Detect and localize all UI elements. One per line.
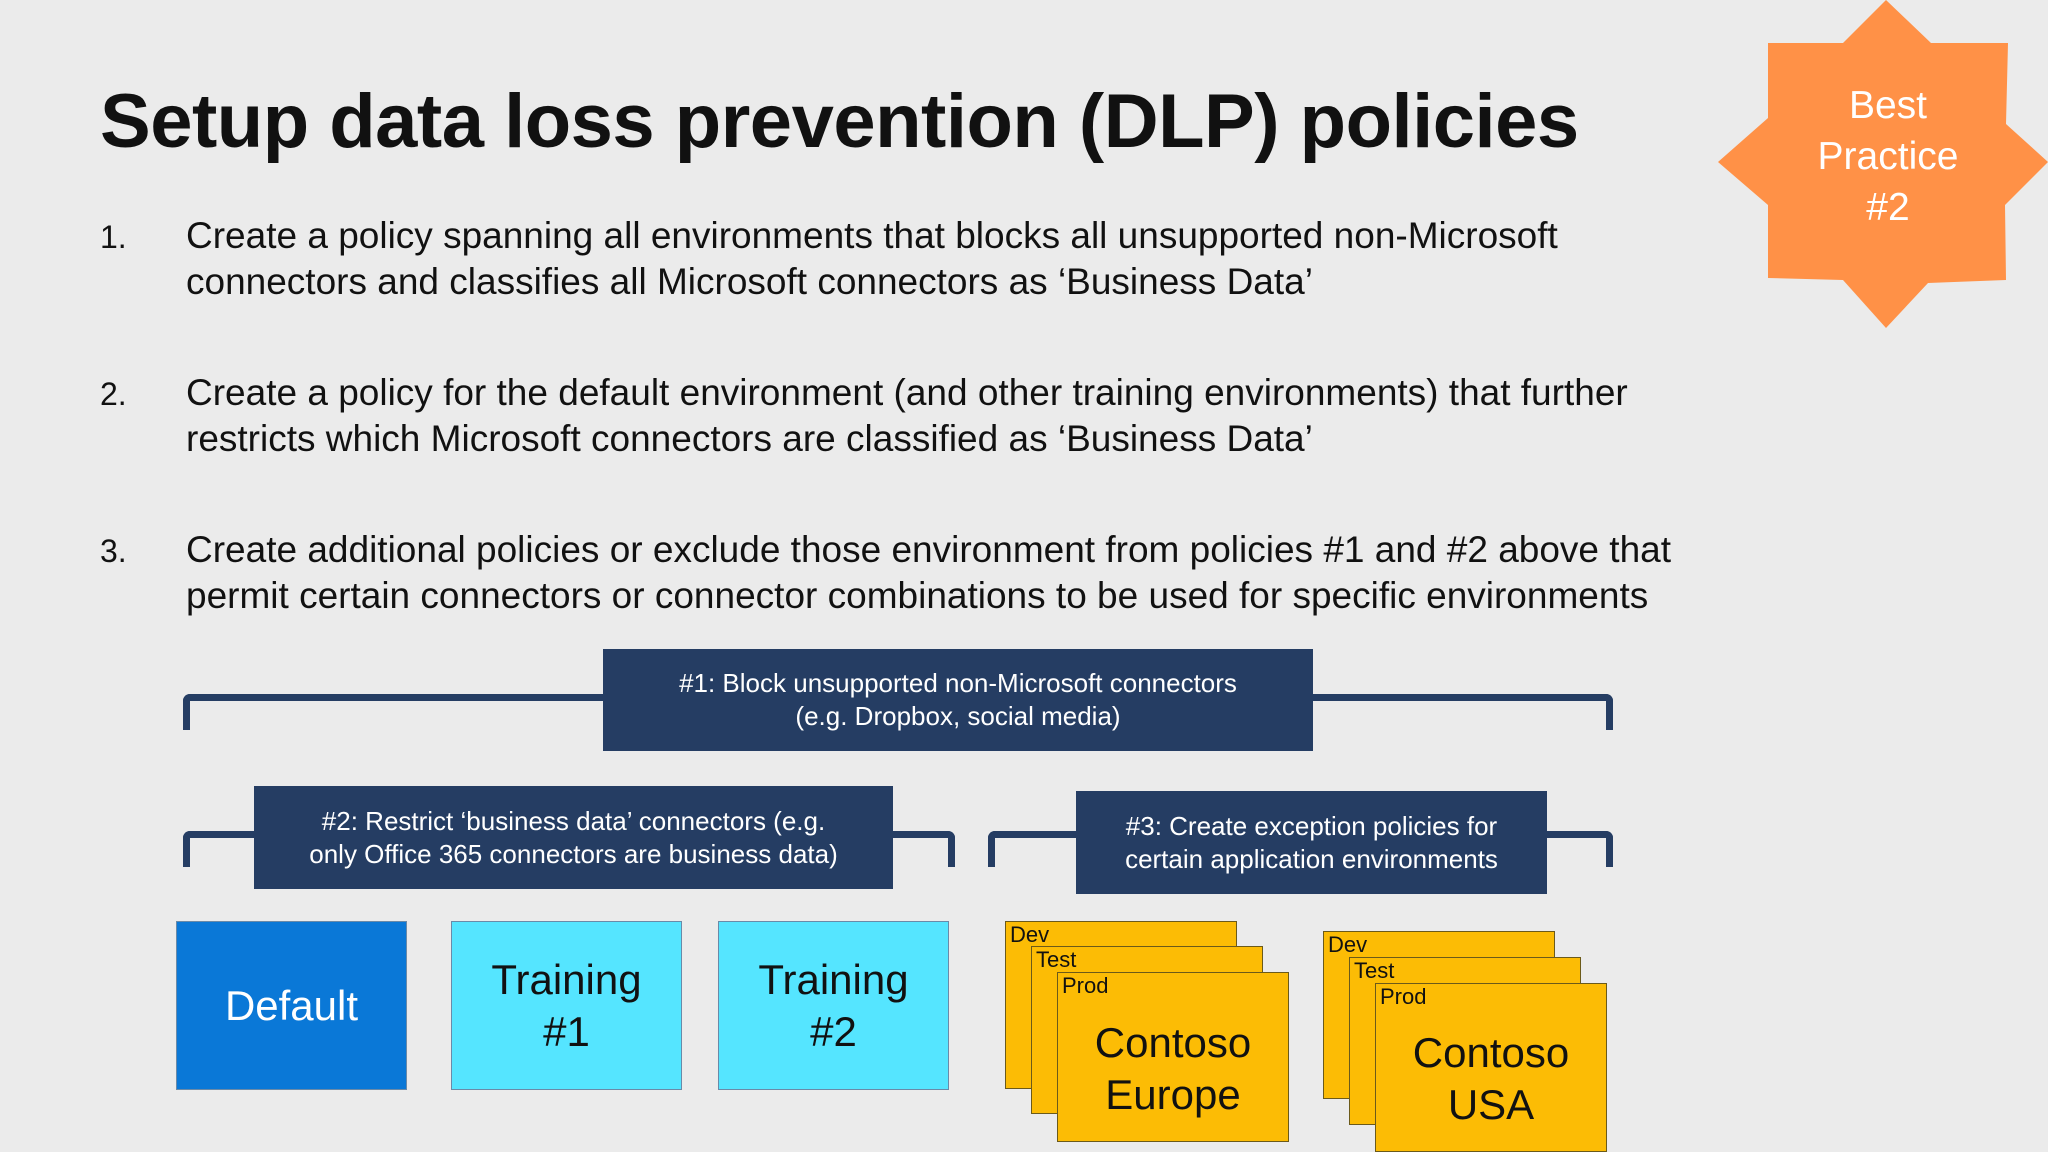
policy-1-box: #1: Block unsupported non-Microsoft conn… — [603, 649, 1313, 751]
step-1-line-2: connectors and classifies all Microsoft … — [186, 261, 1313, 302]
slide-title: Setup data loss prevention (DLP) policie… — [100, 79, 1579, 164]
policy-3-box: #3: Create exception policies for certai… — [1076, 791, 1547, 894]
best-practice-star-badge — [1718, 0, 2048, 328]
contoso-usa-label: Contoso USA — [1412, 1029, 1570, 1128]
europe-prod-card: Prod Contoso Europe — [1057, 972, 1289, 1142]
europe-test-label: Test — [1036, 947, 1077, 972]
step-3-line-2: permit certain connectors or connector c… — [186, 575, 1649, 616]
policy-2-box: #2: Restrict ‘business data’ connectors … — [254, 786, 893, 889]
usa-prod-card: Prod Contoso USA — [1375, 983, 1607, 1152]
step-3-number: 3. — [100, 533, 127, 569]
contoso-europe-label: Contoso Europe — [1094, 1019, 1252, 1118]
europe-dev-label: Dev — [1010, 922, 1050, 947]
step-3-line-1: Create additional policies or exclude th… — [186, 529, 1672, 570]
step-2-number: 2. — [100, 376, 127, 412]
step-1-number: 1. — [100, 219, 127, 255]
policy-1-label: #1: Block unsupported non-Microsoft conn… — [679, 668, 1237, 731]
env-training-1-box: Training #1 — [451, 921, 682, 1090]
usa-test-label: Test — [1354, 958, 1395, 983]
step-2-line-1: Create a policy for the default environm… — [186, 372, 1628, 413]
step-2-line-2: restricts which Microsoft connectors are… — [186, 418, 1313, 459]
env-default-box: Default — [176, 921, 407, 1090]
best-practice-label: Best Practice #2 — [1817, 84, 1959, 229]
europe-prod-label: Prod — [1062, 973, 1109, 998]
policy-3-label: #3: Create exception policies for certai… — [1125, 810, 1498, 874]
step-1-line-1: Create a policy spanning all environment… — [186, 215, 1558, 256]
env-training-2-box: Training #2 — [718, 921, 949, 1090]
policy-2-label: #2: Restrict ‘business data’ connectors … — [309, 805, 838, 869]
usa-dev-label: Dev — [1328, 932, 1368, 957]
usa-prod-label: Prod — [1380, 984, 1427, 1009]
